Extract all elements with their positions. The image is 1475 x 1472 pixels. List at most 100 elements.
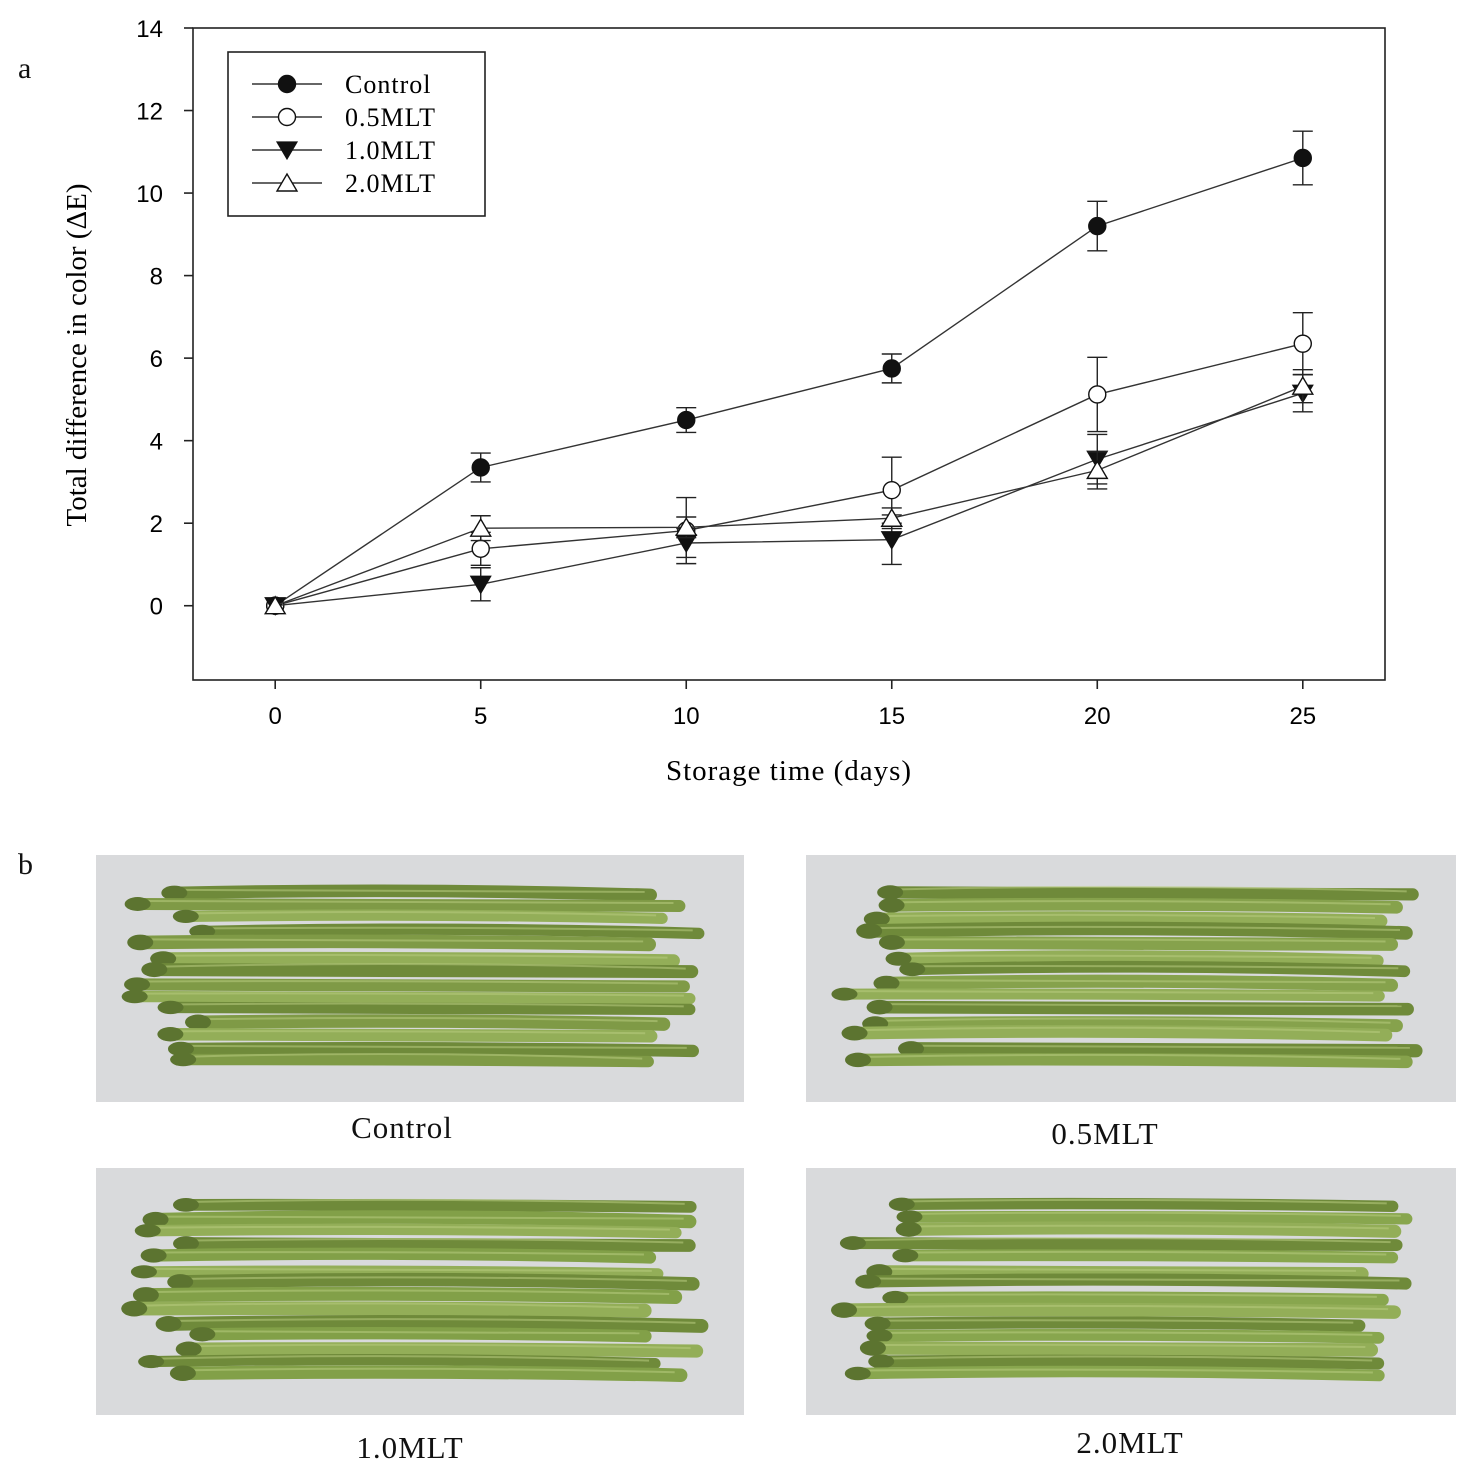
asparagus-tip [831,1302,858,1318]
asparagus-highlight [884,913,1376,920]
asparagus-tip [132,1287,159,1304]
asparagus-tip [882,1290,909,1305]
asparagus-highlight [194,1237,684,1244]
panel-b-label: b [18,848,33,881]
point-marker [263,595,287,615]
asparagus-spear [158,951,680,968]
asparagus-spear [182,909,668,924]
point-marker [1088,385,1107,404]
y-tick-label: 10 [136,181,163,208]
line-chart: 0 2 4 6 8 10 12 14 0 5 10 15 20 25 Storage time (day… [61,16,1386,787]
asparagus-highlight [852,1304,1389,1311]
asparagus-tip [878,934,905,950]
asparagus-bundle-image [121,884,705,1068]
asparagus-highlight [161,1251,644,1256]
asparagus-spear [891,1291,1389,1306]
point-marker [275,172,299,192]
asparagus-highlight [916,1224,1389,1230]
legend-box [227,51,486,217]
caption-2.0mlt: 2.0MLT [1076,1425,1184,1460]
asparagus-spear [133,898,686,912]
asparagus-spear [898,1197,1399,1212]
asparagus-highlight [913,1250,1387,1256]
legend-label: 0.5MLT [345,103,436,132]
asparagus-highlight [885,1319,1354,1324]
asparagus-spear [149,963,699,979]
asparagus-bundle-image [831,1197,1413,1382]
asparagus-highlight [142,992,684,997]
x-tick-label: 20 [1084,703,1111,730]
caption-control: Control [351,1110,453,1145]
point-marker [880,531,903,550]
asparagus-tip [189,924,216,939]
asparagus-spear [182,1198,697,1213]
point-marker [471,458,490,477]
asparagus-tip [121,1300,148,1317]
asparagus-highlight [899,938,1386,943]
asparagus-highlight [148,938,644,943]
photo-2.0mlt [806,1168,1456,1415]
asparagus-highlight [155,1225,670,1231]
asparagus-highlight [920,965,1399,970]
asparagus-tip [892,1248,919,1263]
asparagus-tip [169,1365,196,1381]
asparagus-highlight [176,1318,696,1324]
asparagus-highlight [862,1026,1380,1034]
asparagus-highlight [883,1017,1391,1024]
asparagus-tip [140,1248,167,1263]
asparagus-spear [131,990,696,1005]
legend-label: 2.0MLT [345,169,436,198]
y-tick-label: 2 [150,511,163,538]
asparagus-spear [906,1042,1423,1058]
asparagus-tip [124,977,151,992]
asparagus-tip [859,1340,886,1356]
asparagus-highlight [193,1198,685,1205]
point-marker [1291,375,1315,395]
asparagus-spear [868,1341,1379,1357]
caption-0.5mlt: 0.5MLT [1051,1116,1159,1151]
asparagus-tip [888,1197,915,1211]
point-marker [1086,459,1109,480]
point-marker [677,410,696,430]
asparagus-tip [138,1355,165,1369]
x-tick-label: 0 [269,703,282,730]
asparagus-spear [166,1028,658,1043]
asparagus-highlight [894,979,1386,984]
asparagus-spear [848,1237,1403,1252]
asparagus-highlight [877,925,1401,931]
asparagus-highlight [145,980,678,985]
asparagus-tip [864,1316,891,1331]
asparagus-highlight [210,926,693,932]
asparagus-spears [121,1197,709,1382]
asparagus-highlight [163,1215,684,1220]
asparagus-tip [155,1315,182,1332]
asparagus-highlight [196,1343,691,1350]
asparagus-spear [129,1301,652,1318]
asparagus-tip [866,1328,893,1343]
photo-1.0mlt [96,1168,744,1415]
photo-0.5mlt [806,855,1456,1102]
asparagus-spear [132,978,690,993]
asparagus-highlight [860,1237,1391,1244]
asparagus-spear [175,1272,700,1291]
asparagus-tip [134,1223,161,1238]
asparagus-spear [850,1025,1393,1042]
asparagus-highlight [909,1198,1387,1205]
photo-control [96,855,744,1102]
asparagus-spear [905,1210,1413,1225]
asparagus-tip [831,987,858,1001]
asparagus-tip [141,962,168,978]
asparagus-highlight [852,990,1374,995]
point-marker [1088,216,1107,236]
y-tick-label: 6 [150,346,163,373]
asparagus-tip [157,1027,184,1042]
asparagus-spears [831,885,1423,1069]
asparagus-spear [854,1365,1385,1382]
x-tick-label: 5 [474,703,487,730]
asparagus-highlight [210,1330,640,1335]
asparagus-highlight [188,1044,687,1049]
asparagus-tip [172,1197,199,1212]
asparagus-tip [844,1366,871,1381]
legend-label: 1.0MLT [345,136,436,165]
asparagus-tip [868,1354,895,1369]
